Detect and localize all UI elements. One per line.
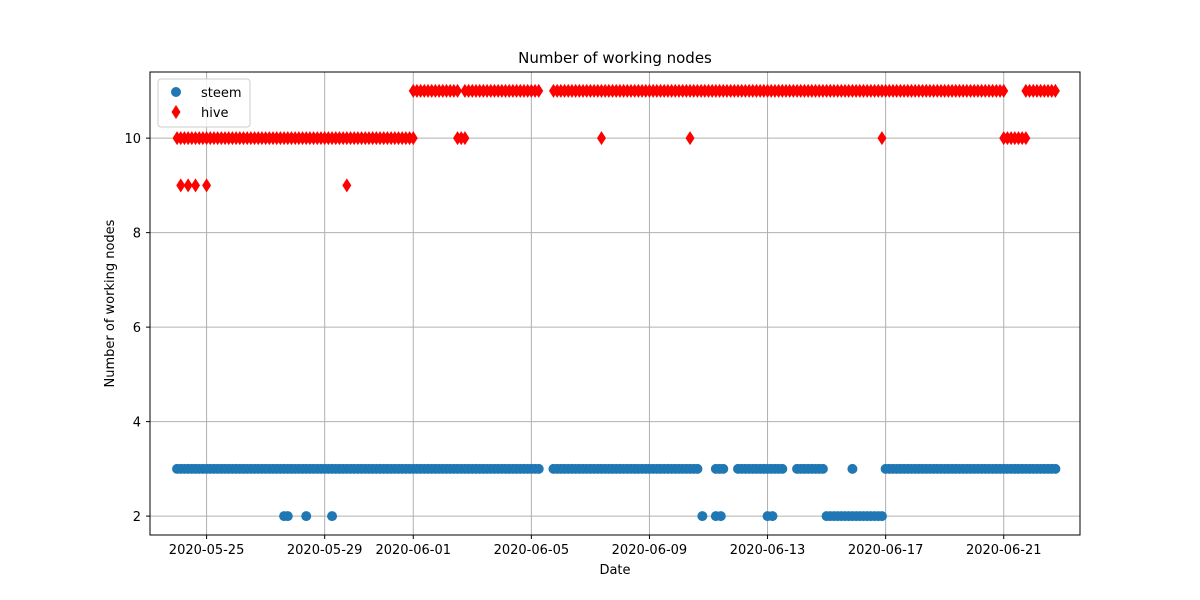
steem-point — [847, 463, 858, 474]
y-axis-title: Number of working nodes — [103, 219, 118, 387]
steem-point — [767, 511, 778, 522]
legend-box — [157, 78, 251, 128]
hive-point — [460, 131, 470, 146]
plot-frame — [149, 71, 1081, 536]
hive-point — [191, 178, 201, 193]
axis-ticks: 2020-05-25 2020-05-29 2020-06-01 2020-06-05… — [124, 132, 1041, 558]
y-tick-label: 8 — [133, 227, 141, 242]
legend-marker-symbol — [171, 105, 181, 119]
hive-point — [453, 83, 463, 98]
steem-point — [697, 511, 708, 522]
steem-point — [718, 463, 729, 474]
x-tick-label: 2020-06-01 — [375, 543, 451, 558]
x-tick-label: 2020-06-13 — [730, 543, 806, 558]
legend-label-hive: hive — [201, 106, 229, 121]
y-tick-label: 4 — [133, 416, 141, 431]
y-tick-label: 6 — [133, 321, 141, 336]
x-tick-label: 2020-05-25 — [169, 543, 245, 558]
legend-marker-hive — [171, 105, 181, 119]
steem-point — [876, 511, 887, 522]
steem-point — [715, 511, 726, 522]
series-steem — [172, 463, 1061, 522]
x-tick-label: 2020-06-05 — [494, 543, 570, 558]
hive-point — [176, 178, 186, 193]
hive-point — [408, 131, 418, 146]
x-axis-title: Date — [599, 563, 630, 578]
steem-point — [1050, 463, 1061, 474]
hive-point — [596, 131, 606, 146]
x-tick-label: 2020-06-09 — [612, 543, 688, 558]
hive-point — [534, 83, 544, 98]
steem-point — [301, 511, 312, 522]
hive-point — [1050, 83, 1060, 98]
y-tick-label: 2 — [133, 510, 141, 525]
y-tick-label: 10 — [124, 132, 141, 147]
chart-title: Number of working nodes — [518, 49, 712, 67]
legend-label-steem: steem — [201, 86, 242, 101]
data-points — [172, 83, 1061, 522]
x-tick-label: 2020-05-29 — [287, 543, 363, 558]
steem-point — [817, 463, 828, 474]
steem-point — [327, 511, 338, 522]
legend-marker-steem — [171, 87, 181, 97]
hive-point — [999, 83, 1009, 98]
series-hive — [172, 83, 1060, 193]
hive-point — [342, 178, 352, 193]
hive-point — [202, 178, 212, 193]
hive-point — [685, 131, 695, 146]
hive-point — [877, 131, 887, 146]
steem-point — [533, 463, 544, 474]
legend-marker-symbol — [171, 87, 181, 97]
steem-point — [692, 463, 703, 474]
hive-point — [1021, 131, 1031, 146]
hive-point — [183, 178, 193, 193]
x-tick-label: 2020-06-21 — [966, 543, 1042, 558]
x-tick-label: 2020-06-17 — [848, 543, 924, 558]
legend: steem hive — [157, 78, 251, 128]
steem-point — [282, 511, 293, 522]
steem-point — [777, 463, 788, 474]
